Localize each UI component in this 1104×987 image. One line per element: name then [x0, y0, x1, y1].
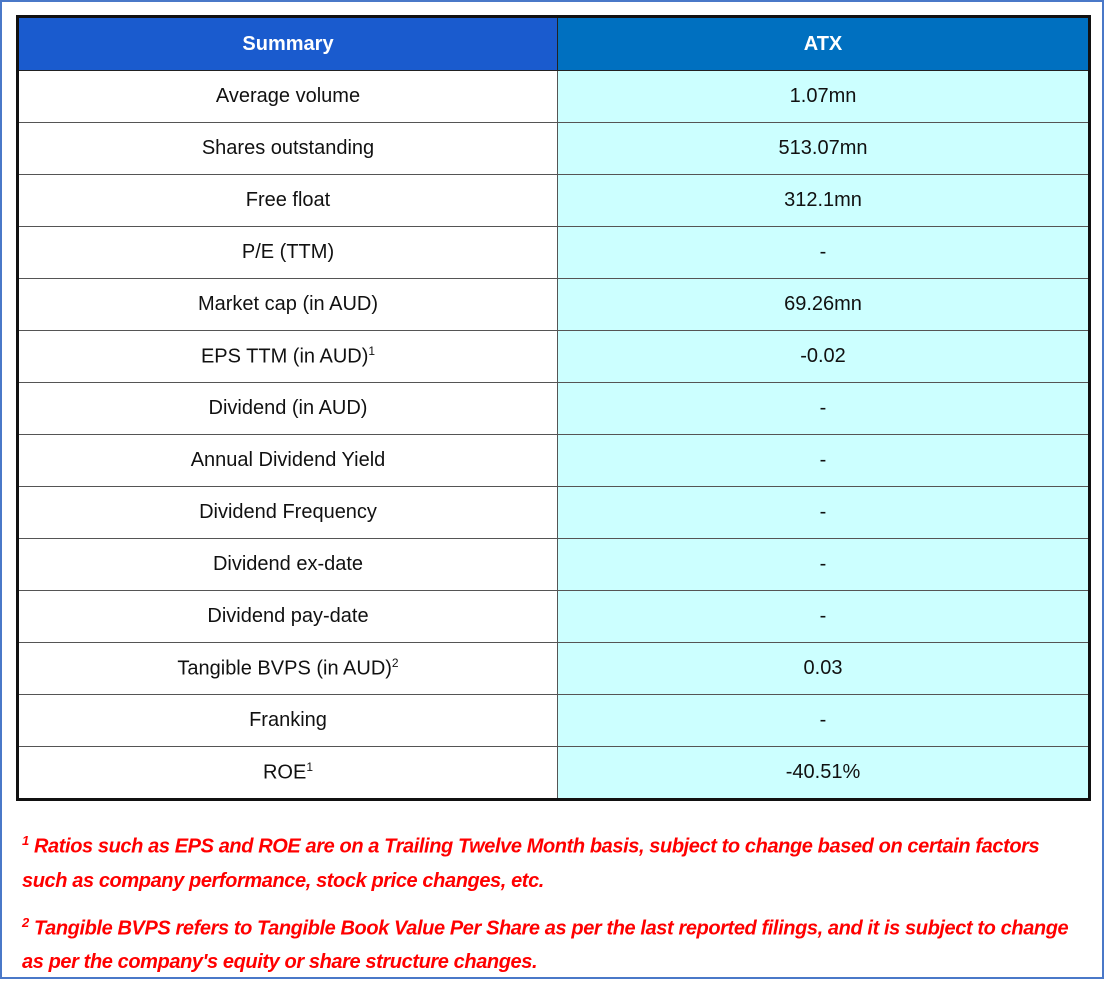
- row-label-text: Dividend Frequency: [199, 501, 377, 523]
- table-row: Free float 312.1mn: [17, 174, 1090, 227]
- row-value: 312.1mn: [557, 174, 1090, 227]
- row-label-text: Shares outstanding: [201, 137, 375, 159]
- row-label-text: ROE: [262, 761, 307, 784]
- row-label: Dividend Frequency: [17, 486, 558, 539]
- table-row: Dividend ex-date -: [17, 538, 1090, 591]
- table-row: Tangible BVPS (in AUD)2 0.03: [17, 642, 1090, 695]
- row-label-text: Average volume: [215, 85, 361, 107]
- row-label-text: Franking: [249, 709, 327, 731]
- row-value: -: [557, 434, 1090, 487]
- row-label: Dividend pay-date: [17, 590, 558, 643]
- footnote-text: Ratios such as EPS and ROE are on a Trai…: [22, 835, 1040, 892]
- table-row: ROE1 -40.51%: [17, 746, 1090, 800]
- row-value: -: [557, 590, 1090, 643]
- table-row: Franking -: [17, 694, 1090, 747]
- table-row: Dividend (in AUD) -: [17, 382, 1090, 435]
- footnote-1: 1 Ratios such as EPS and ROE are on a Tr…: [22, 824, 1082, 898]
- row-label: Market cap (in AUD): [17, 278, 558, 331]
- row-label-text: Dividend (in AUD): [208, 397, 368, 419]
- row-value: -: [557, 382, 1090, 435]
- table-row: EPS TTM (in AUD)1 -0.02: [17, 330, 1090, 383]
- footnote-text: Tangible BVPS refers to Tangible Book Va…: [22, 917, 1069, 974]
- row-label: Annual Dividend Yield: [17, 434, 558, 487]
- footnotes: 1 Ratios such as EPS and ROE are on a Tr…: [22, 824, 1082, 987]
- footnote-ref: 2: [391, 656, 399, 671]
- row-value: -: [557, 538, 1090, 591]
- row-value: 1.07mn: [557, 70, 1090, 123]
- row-value: -40.51%: [557, 746, 1090, 800]
- footnote-mark: 1: [22, 833, 29, 848]
- table-row: Dividend pay-date -: [17, 590, 1090, 643]
- row-label: ROE1: [17, 746, 558, 800]
- footnote-ref: 1: [368, 344, 376, 359]
- table-row: Shares outstanding 513.07mn: [17, 122, 1090, 175]
- row-value: -0.02: [557, 330, 1090, 383]
- header-summary: Summary: [17, 16, 558, 71]
- row-label-text: Free float: [245, 189, 331, 211]
- row-label: Dividend (in AUD): [17, 382, 558, 435]
- header-ticker: ATX: [557, 16, 1090, 71]
- table-row: P/E (TTM) -: [17, 226, 1090, 279]
- summary-table: Summary ATX Average volume 1.07mn Shares o…: [16, 15, 1091, 801]
- row-label-text: Dividend ex-date: [212, 553, 364, 575]
- table-row: Dividend Frequency -: [17, 486, 1090, 539]
- row-value: -: [557, 486, 1090, 539]
- row-label-text: P/E (TTM): [241, 241, 335, 263]
- footnote-ref: 1: [306, 760, 314, 775]
- row-value: 69.26mn: [557, 278, 1090, 331]
- footnote-mark: 2: [22, 914, 29, 930]
- row-value: -: [557, 226, 1090, 279]
- row-label: P/E (TTM): [17, 226, 558, 279]
- row-label: Shares outstanding: [17, 122, 558, 175]
- row-label: Dividend ex-date: [17, 538, 558, 591]
- row-label: Free float: [17, 174, 558, 227]
- footnote-2: 2 Tangible BVPS refers to Tangible Book …: [22, 906, 1082, 980]
- row-label-text: Dividend pay-date: [207, 605, 369, 627]
- row-label-text: EPS TTM (in AUD): [200, 345, 369, 368]
- row-label-text: Annual Dividend Yield: [190, 449, 386, 471]
- row-label: Average volume: [17, 70, 558, 123]
- table-row: Annual Dividend Yield -: [17, 434, 1090, 487]
- row-label-text: Market cap (in AUD): [197, 293, 379, 315]
- row-label-text: Tangible BVPS (in AUD): [177, 657, 392, 680]
- row-label: EPS TTM (in AUD)1: [17, 330, 558, 383]
- row-value: -: [557, 694, 1090, 747]
- table-header-row: Summary ATX: [17, 16, 1090, 71]
- row-label: Franking: [17, 694, 558, 747]
- row-value: 0.03: [557, 642, 1090, 695]
- row-value: 513.07mn: [557, 122, 1090, 175]
- table-row: Market cap (in AUD) 69.26mn: [17, 278, 1090, 331]
- table-row: Average volume 1.07mn: [17, 70, 1090, 123]
- row-label: Tangible BVPS (in AUD)2: [17, 642, 558, 695]
